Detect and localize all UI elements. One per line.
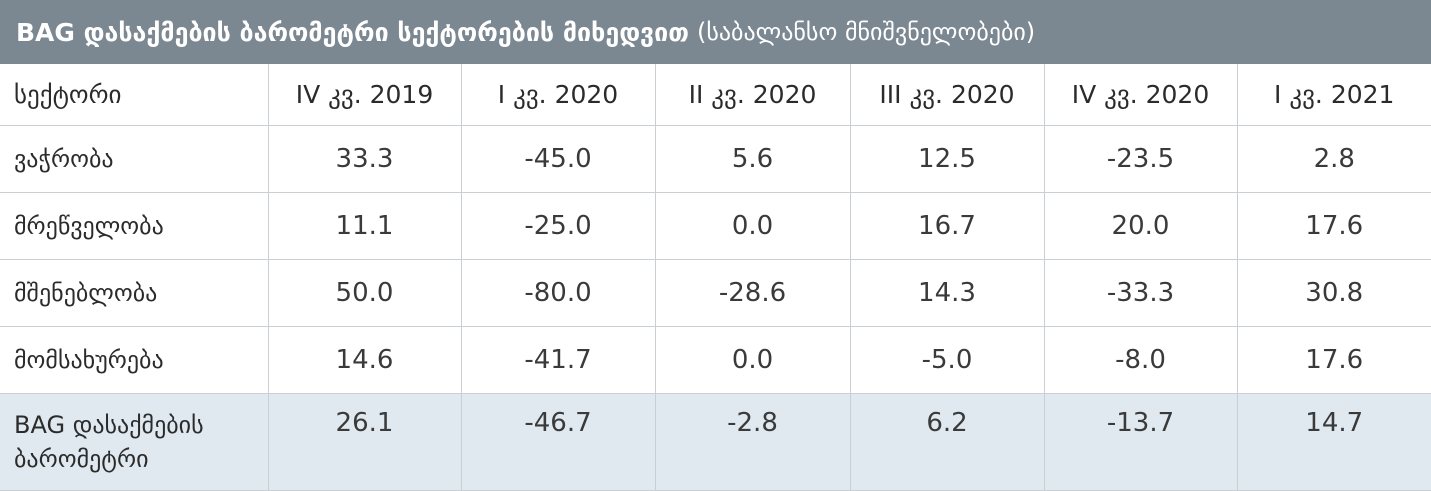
table-cell: -46.7 <box>461 393 656 491</box>
column-header: I კვ. 2020 <box>461 64 656 126</box>
table-cell: 17.6 <box>1237 326 1431 394</box>
table-cell: 17.6 <box>1237 192 1431 260</box>
table-cell: 20.0 <box>1044 192 1238 260</box>
table-cell: 14.6 <box>268 326 462 394</box>
column-header: IV კვ. 2020 <box>1044 64 1238 126</box>
table-row: მრეწველობა 11.1 -25.0 0.0 16.7 20.0 17.6 <box>0 192 1431 260</box>
table-title-subtitle: (საბალანსო მნიშვნელობები) <box>696 18 1036 46</box>
table-cell: 30.8 <box>1237 259 1431 327</box>
row-label: ვაჭრობა <box>0 125 269 193</box>
table-cell: -23.5 <box>1044 125 1238 193</box>
table-cell: -8.0 <box>1044 326 1238 394</box>
table-title-main: BAG დასაქმების ბარომეტრი სექტორების მიხე… <box>16 17 689 47</box>
row-label: BAG დასაქმების ბარომეტრი <box>0 393 269 491</box>
table-cell: 50.0 <box>268 259 462 327</box>
table-cell: 14.7 <box>1237 393 1431 491</box>
row-label: მშენებლობა <box>0 259 269 327</box>
table-cell: -5.0 <box>850 326 1045 394</box>
table-title: BAG დასაქმების ბარომეტრი სექტორების მიხე… <box>0 0 1431 64</box>
table-cell: -13.7 <box>1044 393 1238 491</box>
column-header: IV კვ. 2019 <box>268 64 462 126</box>
table-cell: 26.1 <box>268 393 462 491</box>
row-label: მრეწველობა <box>0 192 269 260</box>
table-row: მშენებლობა 50.0 -80.0 -28.6 14.3 -33.3 3… <box>0 259 1431 327</box>
table-cell: -33.3 <box>1044 259 1238 327</box>
table-cell: 12.5 <box>850 125 1045 193</box>
column-header: III კვ. 2020 <box>850 64 1045 126</box>
table-cell: -28.6 <box>655 259 851 327</box>
table-cell: 5.6 <box>655 125 851 193</box>
table-cell: 0.0 <box>655 326 851 394</box>
column-header: I კვ. 2021 <box>1237 64 1431 126</box>
row-label: მომსახურება <box>0 326 269 394</box>
table-cell: 16.7 <box>850 192 1045 260</box>
table-cell: 14.3 <box>850 259 1045 327</box>
column-header-sector: სექტორი <box>0 64 269 126</box>
table-cell: -45.0 <box>461 125 656 193</box>
summary-row: BAG დასაქმების ბარომეტრი 26.1 -46.7 -2.8… <box>0 393 1431 491</box>
table-cell: 33.3 <box>268 125 462 193</box>
table-cell: 11.1 <box>268 192 462 260</box>
table-cell: 6.2 <box>850 393 1045 491</box>
table-cell: -41.7 <box>461 326 656 394</box>
table-row: მომსახურება 14.6 -41.7 0.0 -5.0 -8.0 17.… <box>0 326 1431 394</box>
table-cell: 0.0 <box>655 192 851 260</box>
table-header-row: სექტორი IV კვ. 2019 I კვ. 2020 II კვ. 20… <box>0 64 1431 126</box>
column-header: II კვ. 2020 <box>655 64 851 126</box>
table-cell: -2.8 <box>655 393 851 491</box>
table-cell: -80.0 <box>461 259 656 327</box>
table-cell: 2.8 <box>1237 125 1431 193</box>
table-row: ვაჭრობა 33.3 -45.0 5.6 12.5 -23.5 2.8 <box>0 125 1431 193</box>
table-cell: -25.0 <box>461 192 656 260</box>
barometer-table: სექტორი IV კვ. 2019 I კვ. 2020 II კვ. 20… <box>0 64 1431 491</box>
